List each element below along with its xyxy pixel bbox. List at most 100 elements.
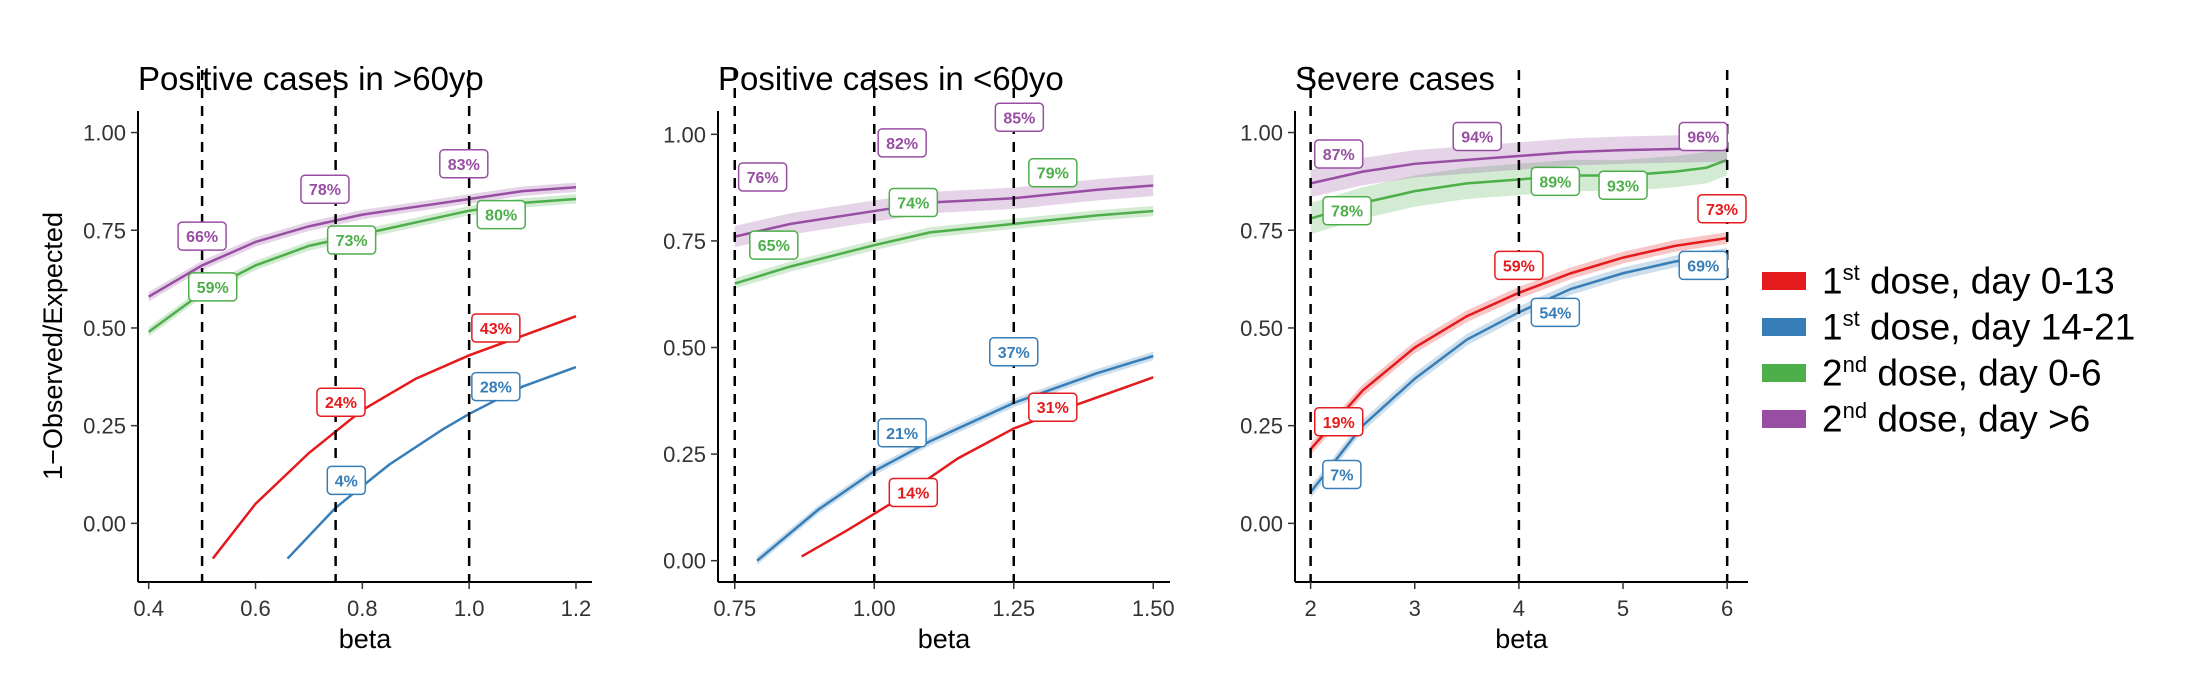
data-label-text: 31% [1037,400,1069,417]
series-ci-band-second-gt6 [734,174,1154,248]
x-tick-label: 0.4 [133,596,164,621]
legend-item: 1st dose, day 0-13 [1762,258,2135,304]
data-label-box [439,149,489,179]
data-label: 54% [1530,297,1581,328]
data-label-box [994,102,1045,133]
y-tick-label: 1.00 [663,122,706,147]
data-label: 89% [1530,166,1581,197]
data-label-box [471,313,521,343]
data-label-text: 4% [335,473,358,490]
series-line-second-0-6 [734,209,1154,285]
data-label: 43% [471,313,521,343]
series-ci-band-second-0-6 [1310,144,1728,235]
data-label: 85% [994,102,1045,133]
data-label: 93% [1598,170,1648,201]
data-label-box [326,225,377,255]
data-label-box [1678,250,1728,281]
data-label-box [877,128,927,158]
legend-item: 2nd dose, day >6 [1762,396,2135,442]
data-label-box [877,418,927,448]
data-label-box [1530,166,1581,197]
data-label: 7% [1322,459,1362,490]
data-label-box [1530,297,1581,328]
legend-key-second-dose-0-6 [1762,364,1806,382]
legend-label: 1st dose, day 0-13 [1822,259,2115,302]
legend-key-first-dose-0-13 [1762,272,1806,290]
data-label: 65% [749,230,799,260]
series-line-first-0-13 [211,315,577,560]
data-label-box [471,371,521,402]
data-label-box [188,272,238,302]
x-tick-label: 2 [1304,596,1316,621]
x-axis-label: beta [918,624,972,654]
data-label: 78% [300,174,350,204]
series-line-second-gt6 [148,186,577,298]
data-label-text: 96% [1687,129,1719,146]
y-tick-label: 0.75 [663,229,706,254]
legend-label: 2nd dose, day 0-6 [1822,351,2102,394]
y-tick-label: 1.00 [1240,121,1283,146]
data-label-text: 59% [197,280,229,297]
data-label-box [737,162,788,192]
x-tick-label: 1.50 [1132,596,1175,621]
data-label: 66% [177,221,227,251]
series-line-first-0-13 [801,376,1154,558]
data-label-text: 65% [758,238,790,255]
data-label-box [476,199,526,230]
y-tick-label: 0.00 [83,511,126,536]
data-label-box [749,230,799,260]
data-label-box [326,465,367,496]
data-label-box [1452,121,1502,152]
chart-panel-3: Severe cases 0.00 0.25 0.50 0.75 1.00 2 3 4 5 6 bet… [1240,60,1748,654]
data-label: 24% [316,387,366,417]
data-label-text: 76% [747,170,779,187]
data-label: 73% [326,225,377,255]
data-label: 59% [188,272,238,302]
data-label-box [316,387,366,417]
series-line-first-14-21 [756,354,1154,562]
data-label-text: 79% [1037,166,1069,183]
data-label-text: 78% [309,182,341,199]
data-label: 96% [1678,121,1728,152]
x-tick-label: 1.0 [454,596,485,621]
data-label: 87% [1313,139,1364,169]
y-tick-label: 1.00 [83,121,126,146]
x-tick-label: 6 [1721,596,1733,621]
chart-title: Severe cases [1295,60,1495,97]
chart-title: Positive cases in >60yo [138,60,484,97]
data-label-text: 83% [448,157,480,174]
x-tick-label: 3 [1409,596,1421,621]
x-tick-label: 0.8 [347,596,378,621]
data-label-text: 93% [1607,178,1639,195]
data-label-text: 37% [998,345,1030,362]
legend-key-second-dose-gt6 [1762,410,1806,428]
data-label-box [1598,170,1648,201]
data-label-text: 69% [1687,258,1719,275]
data-label-text: 28% [480,380,512,397]
data-label-text: 89% [1539,174,1571,191]
legend-label: 1st dose, day 14-21 [1822,305,2136,348]
data-label-text: 59% [1503,258,1535,275]
data-label: 94% [1452,121,1502,152]
data-label-text: 74% [897,196,929,213]
data-label-box [888,477,939,508]
data-label-text: 14% [897,485,929,502]
data-label-box [1678,121,1728,152]
data-label-box [1313,407,1364,437]
data-label: 28% [471,371,521,402]
data-label-text: 73% [336,233,368,250]
data-label-text: 19% [1323,415,1355,432]
y-tick-label: 0.00 [1240,511,1283,536]
series-ci-band-first-14-21 [757,351,1154,565]
data-label: 59% [1494,250,1544,281]
data-label-text: 85% [1003,110,1035,127]
y-tick-label: 0.00 [663,549,706,574]
x-tick-label: 1.00 [853,596,896,621]
data-label: 82% [877,128,927,158]
data-label-text: 82% [886,136,918,153]
x-tick-label: 1.25 [992,596,1035,621]
data-label-text: 21% [886,426,918,443]
series-ci-band-first-14-21 [1310,247,1728,498]
legend-key-first-dose-14-21 [1762,318,1806,336]
